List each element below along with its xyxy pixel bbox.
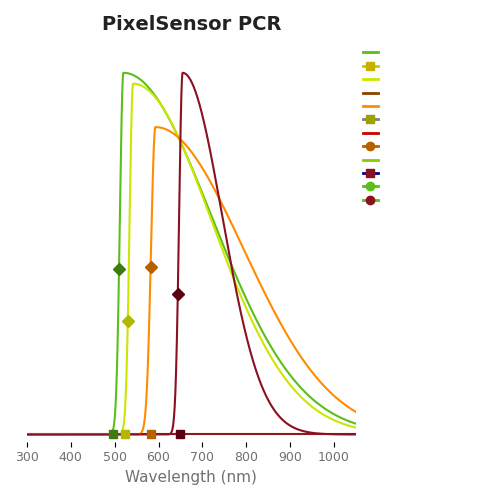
X-axis label: Wavelength (nm): Wavelength (nm) [126, 470, 258, 485]
Title: PixelSensor PCR: PixelSensor PCR [102, 15, 281, 34]
Legend: , , , , , , , , , , , : , , , , , , , , , , , [359, 44, 384, 209]
